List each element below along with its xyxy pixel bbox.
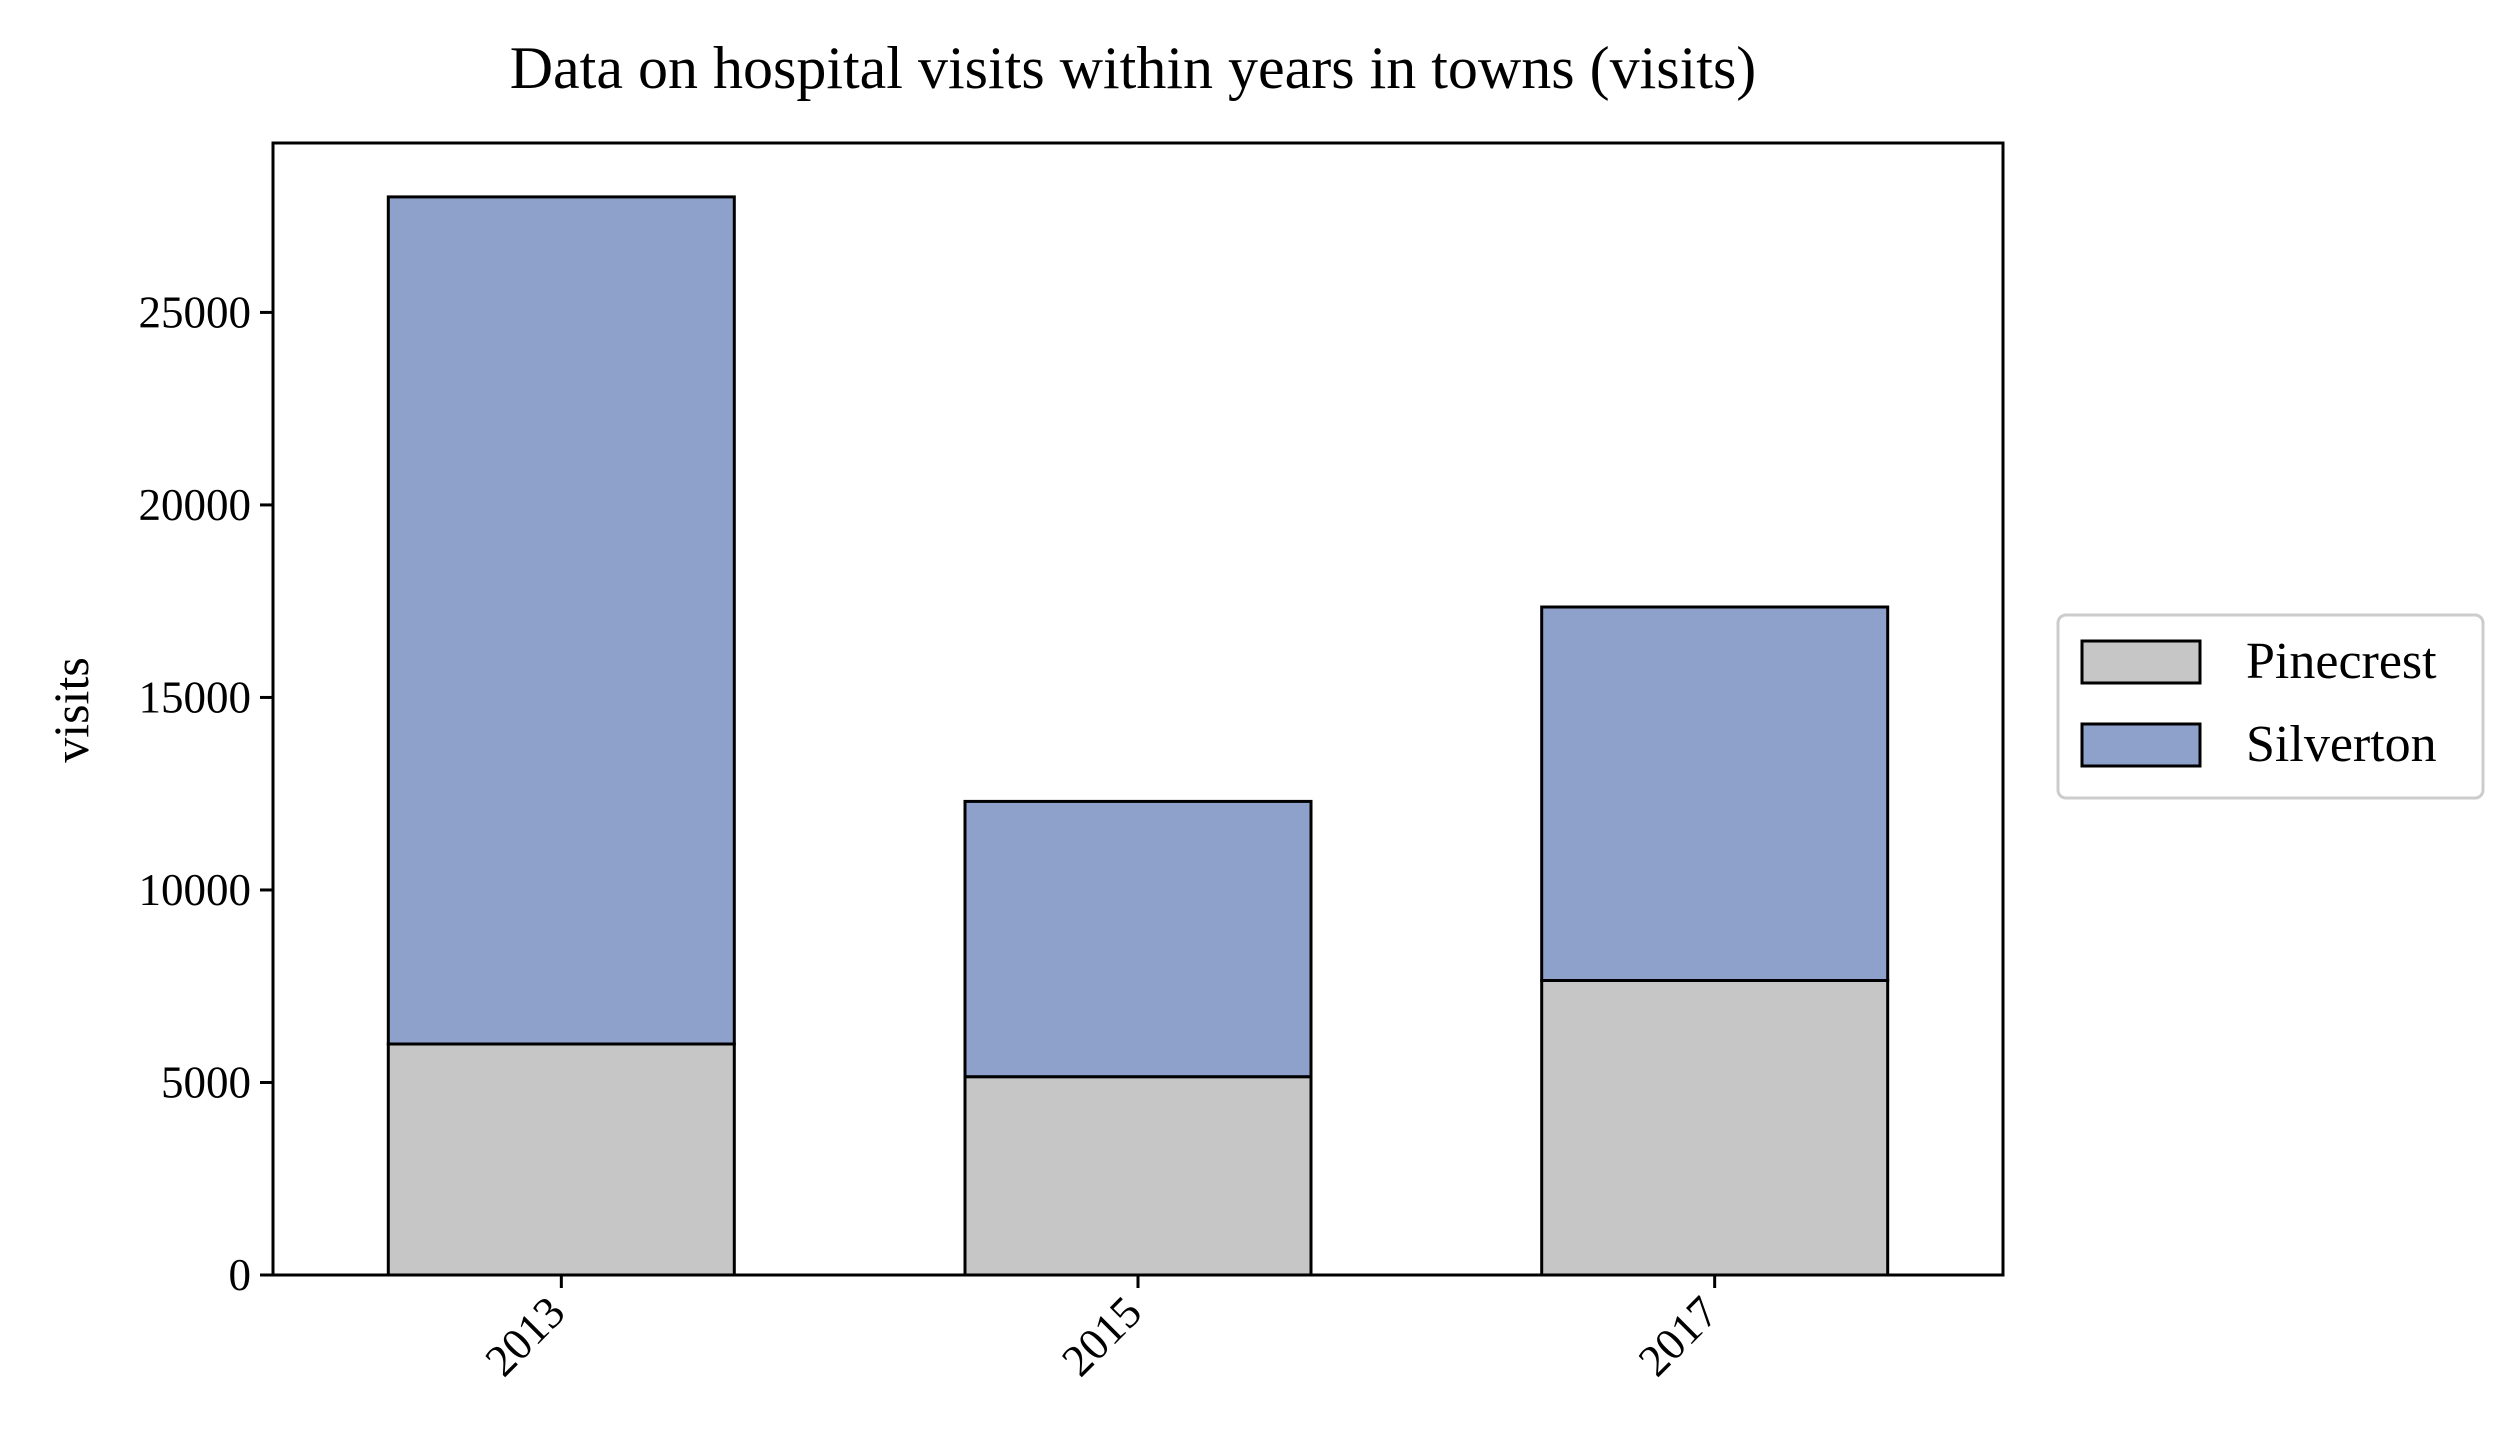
bar-pinecrest-2017 <box>1540 978 1890 1277</box>
bar-pinecrest-2015 <box>963 1075 1313 1277</box>
bar-pinecrest-2013 <box>386 1042 736 1277</box>
legend-swatch-silverton <box>2080 722 2202 768</box>
x-tick-label: 2015 <box>1052 1287 1151 1386</box>
y-tick-label: 25000 <box>139 287 252 337</box>
bar-silverton-2015 <box>963 799 1313 1079</box>
legend-label-silverton: Silverton <box>2246 716 2437 773</box>
legend-label-pinecrest: Pinecrest <box>2246 633 2437 690</box>
x-tick-label: 2013 <box>475 1287 574 1386</box>
y-tick-label: 5000 <box>161 1057 251 1107</box>
plot-area: 0 5000 10000 15000 20000 25000 2013 2015 2017 <box>139 141 2005 1386</box>
y-tick-label: 10000 <box>139 865 252 915</box>
bar-silverton-2017 <box>1540 605 1890 982</box>
y-axis-label: visits <box>43 657 99 763</box>
y-tick-label: 15000 <box>139 672 252 722</box>
chart-title: Data on hospital visits within years in … <box>510 35 1757 101</box>
legend: Pinecrest Silverton <box>2056 613 2485 800</box>
x-tick-label: 2017 <box>1629 1287 1728 1386</box>
bar-silverton-2013 <box>386 195 736 1046</box>
y-tick-label: 20000 <box>139 480 252 530</box>
legend-swatch-pinecrest <box>2080 639 2202 685</box>
y-tick-label: 0 <box>229 1250 252 1300</box>
